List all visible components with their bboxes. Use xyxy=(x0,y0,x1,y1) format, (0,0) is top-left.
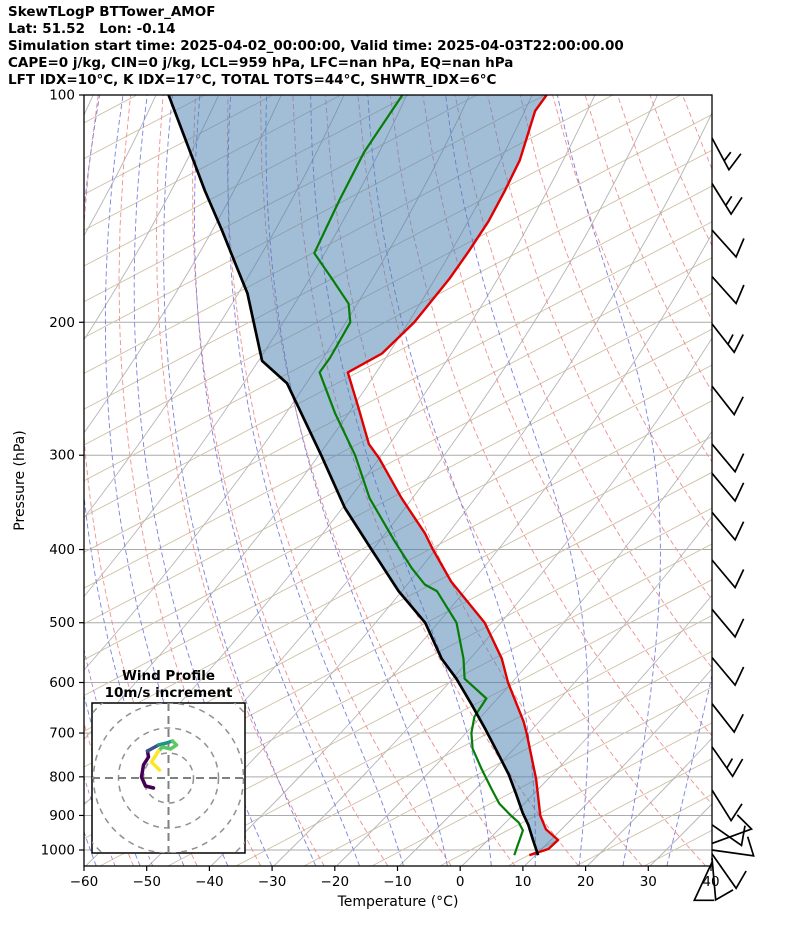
hodograph-inset xyxy=(91,702,246,854)
svg-text:−20: −20 xyxy=(321,874,350,890)
wind-barb xyxy=(711,858,734,902)
wind-barb xyxy=(711,385,744,417)
svg-text:−60: −60 xyxy=(70,874,99,890)
hodograph-title: Wind Profile xyxy=(121,668,216,684)
svg-text:−40: −40 xyxy=(195,874,224,890)
hodograph-trace xyxy=(139,739,179,790)
wind-barb xyxy=(711,559,745,590)
hodograph-subtitle: 10m/s increment xyxy=(104,685,233,701)
wind-barb xyxy=(711,814,754,845)
x-tick-labels: −60 −50 −40 −30 −20 −10 0 10 20 30 40 xyxy=(70,866,720,890)
wind-barb xyxy=(711,443,745,474)
wind-barbs xyxy=(692,137,755,902)
stability-indices-1: CAPE=0 j/kg, CIN=0 j/kg, LCL=959 hPa, LF… xyxy=(8,55,514,71)
wind-barb xyxy=(711,656,745,687)
svg-text:−10: −10 xyxy=(383,874,412,890)
wind-barb xyxy=(711,836,755,857)
svg-text:900: 900 xyxy=(49,808,75,824)
svg-text:0: 0 xyxy=(456,874,465,890)
wind-barb xyxy=(711,276,745,305)
svg-text:200: 200 xyxy=(49,315,75,331)
latlon-text: Lat: 51.52 Lon: -0.14 xyxy=(8,21,176,37)
x-axis-label: Temperature (°C) xyxy=(337,894,459,910)
wind-barb xyxy=(711,746,744,778)
stability-indices-2: LFT IDX=10°C, K IDX=17°C, TOTAL TOTS=44°… xyxy=(8,72,497,88)
wind-barb xyxy=(711,472,745,503)
svg-text:700: 700 xyxy=(49,726,75,742)
wind-barb xyxy=(711,703,744,734)
wind-barb xyxy=(711,511,745,542)
temperature-curve xyxy=(346,95,560,857)
svg-text:1000: 1000 xyxy=(41,843,75,859)
svg-text:600: 600 xyxy=(49,675,75,691)
wind-barb xyxy=(711,229,745,259)
dewpoint-curve xyxy=(313,95,524,856)
svg-text:800: 800 xyxy=(49,769,75,785)
parcel-curve xyxy=(167,95,540,856)
svg-text:100: 100 xyxy=(49,88,75,104)
svg-text:20: 20 xyxy=(577,874,594,890)
y-axis-label: Pressure (hPa) xyxy=(12,430,28,530)
simulation-times: Simulation start time: 2025-04-02_00:00:… xyxy=(8,38,624,54)
shaded-area xyxy=(168,95,559,856)
svg-text:−30: −30 xyxy=(258,874,287,890)
wind-barb xyxy=(711,789,743,823)
svg-text:500: 500 xyxy=(49,615,75,631)
svg-text:−50: −50 xyxy=(132,874,161,890)
wind-barb xyxy=(711,137,742,172)
svg-text:300: 300 xyxy=(49,448,75,464)
y-tick-labels: 100 200 300 400 500 600 700 800 900 1000 xyxy=(41,88,84,859)
svg-text:400: 400 xyxy=(49,542,75,558)
page-title: SkewTLogP BTTower_AMOF xyxy=(8,4,216,20)
wind-barb xyxy=(711,608,745,639)
wind-barb xyxy=(711,323,744,354)
wind-barb xyxy=(711,853,747,890)
wind-barb xyxy=(692,861,715,902)
svg-text:30: 30 xyxy=(640,874,657,890)
wind-barb xyxy=(711,183,743,216)
svg-text:10: 10 xyxy=(514,874,531,890)
